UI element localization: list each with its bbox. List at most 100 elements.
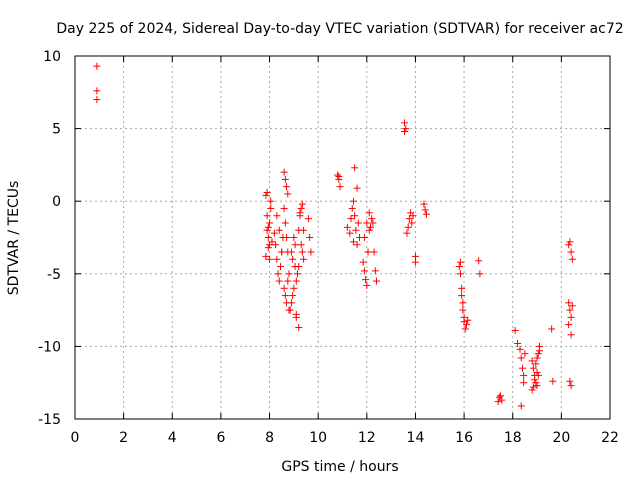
data-point: [370, 248, 378, 256]
data-point: [281, 292, 289, 300]
data-point: [475, 257, 483, 265]
x-tick-label: 8: [265, 430, 274, 446]
data-point: [532, 360, 540, 368]
data-point: [404, 223, 412, 231]
data-point: [292, 277, 300, 285]
data-point: [371, 267, 379, 275]
data-point: [334, 171, 342, 179]
data-point: [565, 299, 573, 307]
data-point: [283, 183, 291, 191]
data-point: [455, 263, 463, 271]
data-point: [360, 234, 368, 241]
data-point: [548, 325, 556, 333]
data-point: [287, 299, 295, 307]
data-point: [283, 234, 291, 241]
data-point: [363, 281, 371, 289]
x-tick-label: 6: [216, 430, 225, 446]
data-point: [275, 226, 283, 234]
data-point: [528, 357, 536, 365]
data-point: [289, 292, 297, 300]
data-point: [276, 263, 284, 271]
data-point: [517, 354, 525, 362]
data-point: [567, 248, 575, 256]
x-tick-label: 22: [601, 430, 619, 446]
data-point: [297, 241, 305, 249]
data-point: [292, 310, 300, 318]
data-point: [354, 219, 362, 227]
data-point: [353, 241, 361, 249]
data-point: [272, 241, 280, 249]
data-point: [295, 263, 303, 271]
data-point: [402, 125, 410, 133]
data-point: [93, 87, 101, 95]
data-point: [528, 386, 536, 394]
data-point: [549, 377, 557, 385]
data-point: [535, 347, 543, 355]
data-point: [422, 210, 430, 218]
data-point: [401, 128, 409, 136]
y-axis-label: SDTVAR / TECUs: [6, 181, 22, 296]
data-point: [290, 234, 298, 241]
data-point: [366, 223, 374, 231]
data-point: [300, 255, 308, 263]
data-point: [494, 398, 502, 406]
data-point: [93, 62, 101, 70]
data-point: [281, 175, 289, 183]
data-point: [306, 234, 314, 241]
data-point: [498, 396, 506, 404]
data-point: [421, 206, 429, 214]
y-tick-label: 0: [52, 194, 61, 210]
data-point: [351, 164, 359, 172]
data-point: [273, 212, 281, 220]
data-point: [529, 383, 537, 391]
data-point: [520, 371, 528, 379]
data-point: [568, 302, 576, 310]
data-point: [360, 267, 368, 275]
data-point: [566, 238, 574, 246]
data-point: [290, 284, 298, 292]
x-tick-label: 4: [168, 430, 177, 446]
data-point: [307, 248, 315, 256]
data-point: [456, 270, 464, 278]
data-point: [294, 270, 302, 278]
data-point: [278, 248, 286, 256]
data-point: [514, 339, 522, 347]
x-tick-label: 16: [455, 430, 473, 446]
data-point: [273, 255, 281, 263]
data-point: [266, 241, 274, 249]
data-point: [567, 382, 575, 390]
data-point: [460, 313, 468, 321]
data-point: [517, 402, 525, 410]
data-point: [280, 168, 288, 176]
data-point: [274, 270, 282, 278]
data-point: [263, 188, 271, 196]
data-point: [567, 313, 575, 321]
data-point: [286, 306, 294, 314]
data-point: [285, 270, 293, 278]
data-point: [408, 219, 416, 227]
data-point: [476, 270, 484, 278]
data-point: [280, 204, 288, 212]
data-point: [369, 219, 377, 227]
data-point: [566, 306, 574, 314]
data-points: [93, 62, 576, 410]
data-point: [353, 184, 361, 192]
data-point: [532, 379, 540, 387]
data-point: [284, 277, 292, 285]
data-point: [262, 252, 270, 260]
data-point: [264, 234, 272, 241]
data-point: [534, 350, 542, 358]
data-point: [533, 354, 541, 362]
x-tick-label: 0: [71, 430, 80, 446]
grid-lines: [75, 56, 610, 419]
data-point: [531, 376, 539, 384]
x-tick-label: 12: [358, 430, 376, 446]
data-point: [298, 248, 306, 256]
x-tick-label: 20: [552, 430, 570, 446]
data-point: [348, 204, 356, 212]
data-point: [346, 229, 354, 237]
data-point: [565, 321, 573, 329]
y-tick-label: 10: [43, 49, 61, 65]
chart-title: Day 225 of 2024, Sidereal Day-to-day VTE…: [56, 21, 623, 37]
data-point: [533, 369, 541, 377]
